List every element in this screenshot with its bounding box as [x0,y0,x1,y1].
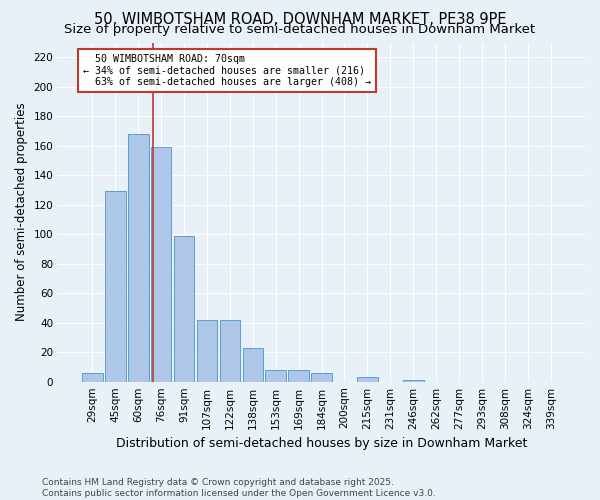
X-axis label: Distribution of semi-detached houses by size in Downham Market: Distribution of semi-detached houses by … [116,437,527,450]
Bar [265,370,286,382]
Bar [151,147,172,382]
Bar [197,320,217,382]
Text: 50 WIMBOTSHAM ROAD: 70sqm
← 34% of semi-detached houses are smaller (216)
  63% : 50 WIMBOTSHAM ROAD: 70sqm ← 34% of semi-… [83,54,371,88]
Text: Size of property relative to semi-detached houses in Downham Market: Size of property relative to semi-detach… [64,22,536,36]
Bar [242,348,263,382]
Bar [174,236,194,382]
Bar [105,192,125,382]
Bar [220,320,240,382]
Bar [82,373,103,382]
Bar [311,373,332,382]
Text: 50, WIMBOTSHAM ROAD, DOWNHAM MARKET, PE38 9PE: 50, WIMBOTSHAM ROAD, DOWNHAM MARKET, PE3… [94,12,506,28]
Y-axis label: Number of semi-detached properties: Number of semi-detached properties [15,103,28,322]
Bar [403,380,424,382]
Bar [289,370,309,382]
Bar [128,134,149,382]
Text: Contains HM Land Registry data © Crown copyright and database right 2025.
Contai: Contains HM Land Registry data © Crown c… [42,478,436,498]
Bar [357,378,378,382]
